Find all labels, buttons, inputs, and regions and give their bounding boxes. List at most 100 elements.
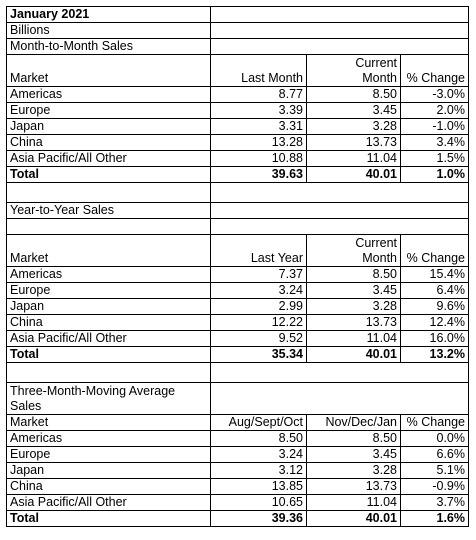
change-cell: -1.0% (400, 118, 469, 135)
current-cell: 3.45 (306, 446, 401, 463)
column-header-row: Market Aug/Sept/Oct Nov/Dec/Jan % Change (6, 414, 469, 431)
market-cell: Japan (6, 118, 211, 135)
current-cell: 3.28 (306, 298, 401, 315)
market-cell: Europe (6, 102, 211, 119)
prior-cell: 10.65 (210, 494, 307, 511)
total-change: 1.6% (400, 510, 469, 527)
empty-cell (6, 218, 211, 235)
market-header: Market (6, 54, 211, 87)
spacer-row (6, 182, 469, 203)
table-row: Europe 3.24 3.45 6.4% (6, 282, 469, 299)
total-prior: 35.34 (210, 346, 307, 363)
table-row: Japan 3.31 3.28 -1.0% (6, 118, 469, 135)
change-cell: 16.0% (400, 330, 469, 347)
market-cell: China (6, 314, 211, 331)
market-cell: Americas (6, 266, 211, 283)
prior-cell: 3.24 (210, 282, 307, 299)
market-cell: Asia Pacific/All Other (6, 150, 211, 167)
total-prior: 39.36 (210, 510, 307, 527)
total-current: 40.01 (306, 346, 401, 363)
change-cell: 6.4% (400, 282, 469, 299)
table-row: China 13.28 13.73 3.4% (6, 134, 469, 151)
change-cell: -3.0% (400, 86, 469, 103)
prior-cell: 8.50 (210, 430, 307, 447)
empty-cell (6, 182, 211, 203)
current-cell: 3.28 (306, 462, 401, 479)
current-header: Current Month (306, 234, 401, 267)
market-cell: Japan (6, 298, 211, 315)
market-cell: China (6, 478, 211, 495)
change-header: % Change (400, 54, 469, 87)
empty-cell (210, 22, 469, 39)
empty-cell (210, 6, 469, 23)
current-cell: 8.50 (306, 86, 401, 103)
section-heading-row: Three-Month-Moving Average Sales (6, 382, 469, 415)
change-cell: 9.6% (400, 298, 469, 315)
current-cell: 8.50 (306, 266, 401, 283)
change-header: % Change (400, 414, 469, 431)
prior-header: Last Year (210, 234, 307, 267)
prior-cell: 10.88 (210, 150, 307, 167)
report-title: January 2021 (6, 6, 211, 23)
prior-cell: 13.28 (210, 134, 307, 151)
empty-cell (210, 362, 469, 383)
change-cell: -0.9% (400, 478, 469, 495)
change-cell: 3.7% (400, 494, 469, 511)
change-cell: 15.4% (400, 266, 469, 283)
table-row: Americas 8.50 8.50 0.0% (6, 430, 469, 447)
market-cell: Americas (6, 86, 211, 103)
sales-report: January 2021 Billions Month-to-Month Sal… (6, 6, 469, 527)
current-cell: 11.04 (306, 150, 401, 167)
empty-cell (210, 38, 469, 55)
current-header: Nov/Dec/Jan (306, 414, 401, 431)
prior-cell: 3.12 (210, 462, 307, 479)
spacer-row (6, 218, 469, 235)
current-cell: 3.28 (306, 118, 401, 135)
change-cell: 6.6% (400, 446, 469, 463)
change-cell: 5.1% (400, 462, 469, 479)
table-row: Japan 2.99 3.28 9.6% (6, 298, 469, 315)
table-row: Europe 3.24 3.45 6.6% (6, 446, 469, 463)
prior-cell: 3.24 (210, 446, 307, 463)
total-row: Total 35.34 40.01 13.2% (6, 346, 469, 363)
prior-cell: 12.22 (210, 314, 307, 331)
table-row: Asia Pacific/All Other 9.52 11.04 16.0% (6, 330, 469, 347)
empty-cell (210, 218, 469, 235)
title-row: January 2021 (6, 6, 469, 23)
market-header: Market (6, 234, 211, 267)
total-label: Total (6, 346, 211, 363)
prior-cell: 9.52 (210, 330, 307, 347)
prior-cell: 3.39 (210, 102, 307, 119)
change-header: % Change (400, 234, 469, 267)
total-change: 13.2% (400, 346, 469, 363)
table-row: China 12.22 13.73 12.4% (6, 314, 469, 331)
section-heading: Three-Month-Moving Average Sales (6, 382, 211, 415)
sales-table: January 2021 Billions Month-to-Month Sal… (6, 6, 469, 527)
unit-label: Billions (6, 22, 211, 39)
current-cell: 13.73 (306, 134, 401, 151)
current-cell: 11.04 (306, 494, 401, 511)
prior-cell: 13.85 (210, 478, 307, 495)
table-row: Europe 3.39 3.45 2.0% (6, 102, 469, 119)
table-row: Japan 3.12 3.28 5.1% (6, 462, 469, 479)
prior-cell: 3.31 (210, 118, 307, 135)
spacer-row (6, 362, 469, 383)
market-cell: Asia Pacific/All Other (6, 330, 211, 347)
prior-header: Last Month (210, 54, 307, 87)
current-cell: 8.50 (306, 430, 401, 447)
current-cell: 11.04 (306, 330, 401, 347)
column-header-row: Market Last Year Current Month % Change (6, 234, 469, 267)
prior-cell: 7.37 (210, 266, 307, 283)
empty-cell (210, 202, 469, 219)
change-cell: 12.4% (400, 314, 469, 331)
total-current: 40.01 (306, 510, 401, 527)
change-cell: 1.5% (400, 150, 469, 167)
change-cell: 3.4% (400, 134, 469, 151)
total-label: Total (6, 510, 211, 527)
unit-row: Billions (6, 22, 469, 39)
current-cell: 13.73 (306, 478, 401, 495)
section-heading-row: Month-to-Month Sales (6, 38, 469, 55)
current-header: Current Month (306, 54, 401, 87)
prior-cell: 2.99 (210, 298, 307, 315)
prior-cell: 8.77 (210, 86, 307, 103)
